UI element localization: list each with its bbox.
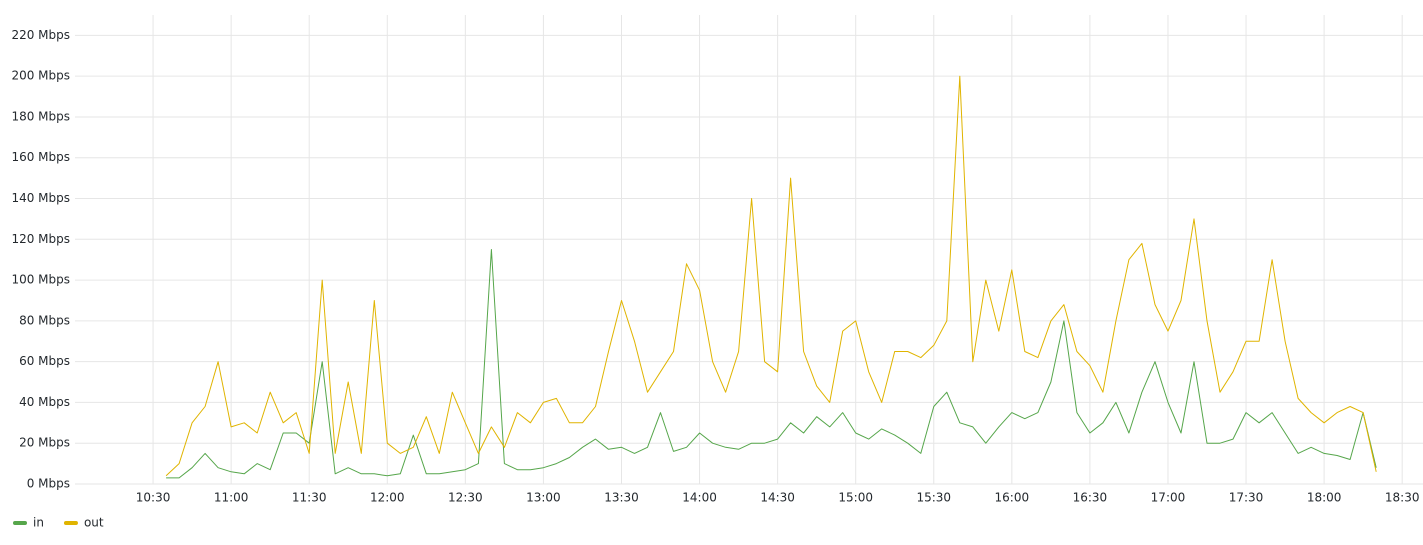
x-tick-label: 17:30	[1229, 491, 1264, 505]
x-tick-label: 11:30	[292, 491, 327, 505]
y-tick-label: 220 Mbps	[11, 28, 70, 42]
y-tick-label: 160 Mbps	[11, 150, 70, 164]
x-tick-label: 16:00	[995, 491, 1030, 505]
x-tick-label: 14:00	[682, 491, 717, 505]
x-tick-label: 18:30	[1385, 491, 1420, 505]
series-line	[166, 249, 1377, 479]
legend-item[interactable]: out	[63, 516, 104, 530]
y-tick-label: 200 Mbps	[11, 69, 70, 83]
x-tick-label: 15:00	[838, 491, 873, 505]
x-tick-label: 13:00	[526, 491, 561, 505]
y-tick-label: 140 Mbps	[11, 191, 70, 205]
y-tick-label: 0 Mbps	[27, 477, 70, 491]
series-line	[165, 75, 1377, 477]
y-tick-label: 40 Mbps	[19, 395, 70, 409]
y-tick-label: 120 Mbps	[11, 232, 70, 246]
x-tick-label: 12:30	[448, 491, 483, 505]
x-tick-label: 15:30	[916, 491, 951, 505]
legend-label: in	[33, 516, 44, 530]
y-tick-label: 60 Mbps	[19, 354, 70, 368]
y-tick-label: 100 Mbps	[11, 273, 70, 287]
x-tick-label: 10:30	[136, 491, 171, 505]
x-tick-label: 18:00	[1307, 491, 1342, 505]
y-tick-label: 80 Mbps	[19, 313, 70, 327]
y-tick-label: 180 Mbps	[11, 109, 70, 123]
legend-swatch	[13, 521, 27, 525]
x-tick-label: 14:30	[760, 491, 795, 505]
x-tick-label: 16:30	[1073, 491, 1108, 505]
x-tick-label: 11:00	[214, 491, 249, 505]
y-tick-label: 20 Mbps	[19, 436, 70, 450]
x-tick-label: 17:00	[1151, 491, 1186, 505]
x-tick-label: 13:30	[604, 491, 639, 505]
x-tick-label: 12:00	[370, 491, 405, 505]
legend-swatch	[63, 521, 78, 525]
legend-item[interactable]: in	[13, 516, 44, 530]
legend-label: out	[84, 516, 104, 530]
